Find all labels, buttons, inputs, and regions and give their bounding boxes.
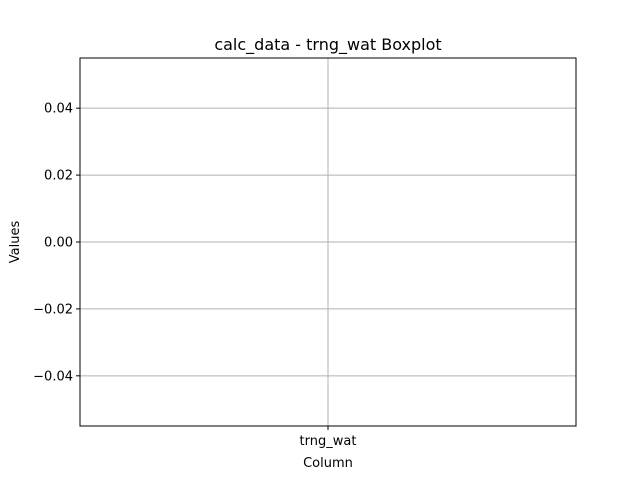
chart-title: calc_data - trng_wat Boxplot: [214, 35, 441, 55]
x-axis-label: Column: [303, 456, 353, 471]
y-tick-label: 0.00: [44, 236, 73, 251]
y-tick-label: 0.04: [44, 102, 73, 117]
y-axis-label: Values: [8, 221, 23, 264]
y-tick-label: −0.02: [33, 302, 73, 317]
y-tick-label: −0.04: [33, 369, 73, 384]
x-tick-label: trng_wat: [300, 434, 357, 449]
tick-layer: 0.04 0.02 0.00 −0.02 −0.04 trng_wat: [33, 102, 356, 449]
y-tick-label: 0.02: [44, 169, 73, 184]
grid-layer: [80, 58, 576, 426]
